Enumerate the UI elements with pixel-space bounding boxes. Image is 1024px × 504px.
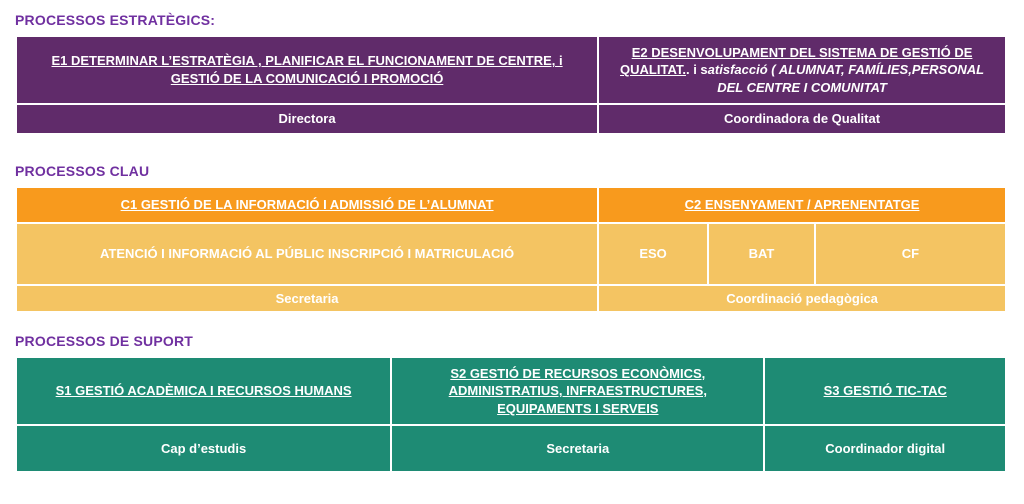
e2-title-plain: . i s: [685, 62, 708, 78]
s2-process-link[interactable]: S2 GESTIÓ DE RECURSOS ECONÒMICS, ADMINIS…: [448, 365, 707, 416]
cell-s3-title: S3 GESTIÓ TIC-TAC: [763, 356, 1007, 426]
key-owner-row: Secretaria Coordinació pedagògica: [14, 284, 1007, 313]
section-heading-key: PROCESSOS CLAU: [15, 163, 150, 179]
section-heading-support: PROCESSOS DE SUPORT: [15, 333, 194, 349]
cell-s2-title: S2 GESTIÓ DE RECURSOS ECONÒMICS, ADMINIS…: [390, 356, 766, 426]
cell-c2-bat: BAT: [707, 222, 816, 286]
cell-c1-sub: ATENCIÓ I INFORMACIÓ AL PÚBLIC INSCRIPCI…: [14, 222, 600, 286]
e2-title-italic: atisfacció ( ALUMNAT, FAMÍLIES,PERSONAL …: [707, 62, 985, 95]
cell-c2-title: C2 ENSENYAMENT / APRENENTATGE: [597, 186, 1007, 224]
e2-process-link[interactable]: E2 DESENVOLUPAMENT DEL SISTEMA DE GESTIÓ…: [620, 44, 973, 78]
strategic-table: E1 DETERMINAR L’ESTRATÈGIA , PLANIFICAR …: [14, 35, 1007, 135]
support-table: S1 GESTIÓ ACADÈMICA I RECURSOS HUMANS S2…: [14, 356, 1007, 473]
cell-c1-owner: Secretaria: [14, 284, 600, 313]
cell-e1-owner: Directora: [14, 103, 600, 135]
e1-process-link[interactable]: E1 DETERMINAR L’ESTRATÈGIA , PLANIFICAR …: [51, 53, 563, 86]
cell-c1-title: C1 GESTIÓ DE LA INFORMACIÓ I ADMISSIÓ DE…: [14, 186, 600, 224]
key-table: C1 GESTIÓ DE LA INFORMACIÓ I ADMISSIÓ DE…: [14, 186, 1008, 313]
section-heading-strategic: PROCESSOS ESTRATÈGICS:: [15, 12, 216, 28]
section-key: PROCESSOS CLAU C1 GESTIÓ DE LA INFORMACI…: [14, 163, 1008, 313]
cell-s1-owner: Cap d’estudis: [14, 424, 393, 473]
support-owner-row: Cap d’estudis Secretaria Coordinador dig…: [14, 424, 1007, 473]
cell-c2-eso: ESO: [597, 222, 709, 286]
cell-e2-owner: Coordinadora de Qualitat: [597, 103, 1007, 135]
support-title-row: S1 GESTIÓ ACADÈMICA I RECURSOS HUMANS S2…: [14, 356, 1007, 426]
key-mid-row: ATENCIÓ I INFORMACIÓ AL PÚBLIC INSCRIPCI…: [14, 222, 1008, 286]
strategic-title-row: E1 DETERMINAR L’ESTRATÈGIA , PLANIFICAR …: [14, 35, 1007, 105]
strategic-owner-row: Directora Coordinadora de Qualitat: [14, 103, 1007, 135]
section-support: PROCESSOS DE SUPORT S1 GESTIÓ ACADÈMICA …: [14, 333, 1008, 473]
section-strategic: PROCESSOS ESTRATÈGICS: E1 DETERMINAR L’E…: [14, 12, 1008, 135]
key-header-row: C1 GESTIÓ DE LA INFORMACIÓ I ADMISSIÓ DE…: [14, 186, 1007, 224]
c1-process-link[interactable]: C1 GESTIÓ DE LA INFORMACIÓ I ADMISSIÓ DE…: [120, 197, 494, 213]
cell-c2-owner: Coordinació pedagògica: [597, 284, 1007, 313]
cell-c2-cf: CF: [813, 222, 1008, 286]
cell-s1-title: S1 GESTIÓ ACADÈMICA I RECURSOS HUMANS: [14, 356, 393, 426]
cell-s2-owner: Secretaria: [390, 424, 766, 473]
c2-process-link[interactable]: C2 ENSENYAMENT / APRENENTATGE: [684, 197, 920, 213]
cell-e1-title: E1 DETERMINAR L’ESTRATÈGIA , PLANIFICAR …: [14, 35, 600, 105]
cell-e2-title: E2 DESENVOLUPAMENT DEL SISTEMA DE GESTIÓ…: [597, 35, 1007, 105]
s3-process-link[interactable]: S3 GESTIÓ TIC-TAC: [823, 383, 947, 399]
cell-s3-owner: Coordinador digital: [763, 424, 1007, 473]
s1-process-link[interactable]: S1 GESTIÓ ACADÈMICA I RECURSOS HUMANS: [55, 383, 352, 399]
